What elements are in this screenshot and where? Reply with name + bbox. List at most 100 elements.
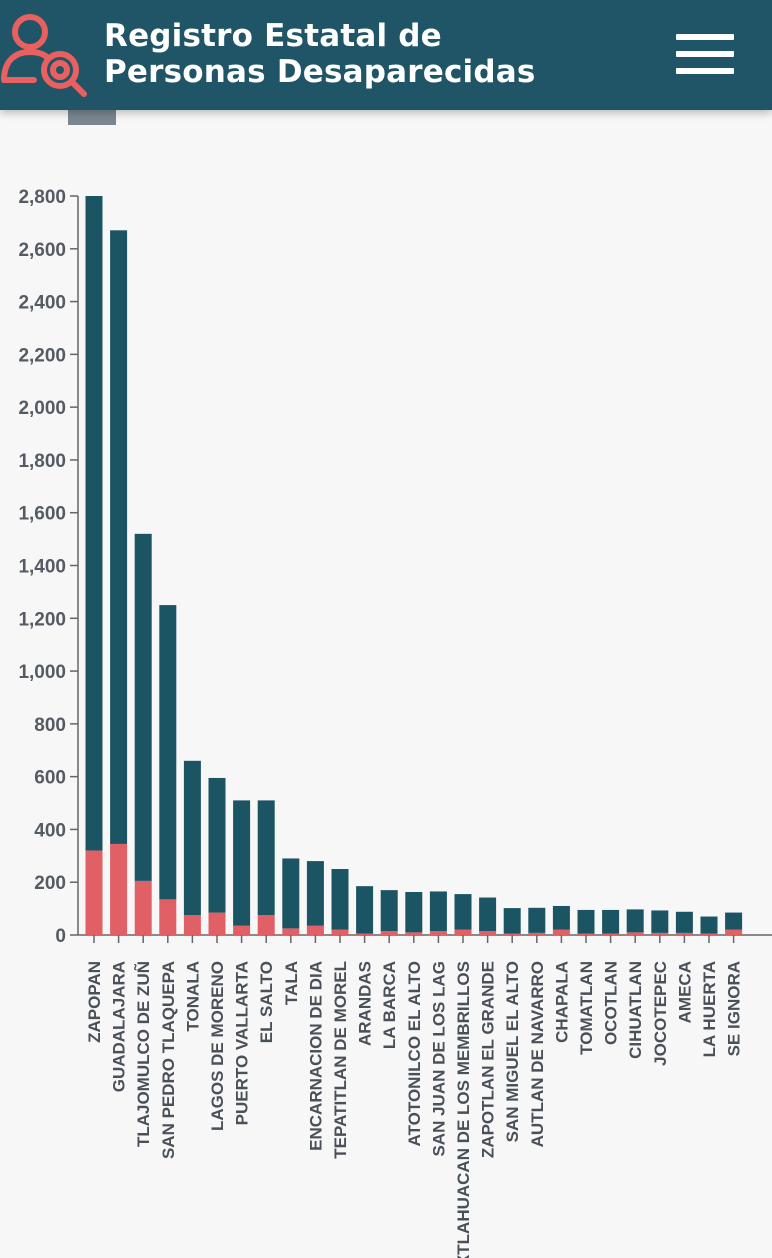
bar-segment [651, 932, 669, 935]
bar-segment [479, 897, 497, 932]
x-tick-label: ZAPOTLAN EL GRANDE [479, 961, 498, 1158]
y-tick-label: 200 [34, 873, 66, 894]
bar-segment [380, 931, 398, 935]
bar-segment [577, 909, 595, 934]
bar-segment [454, 894, 472, 930]
x-tick-label: SE IGNORA [725, 961, 744, 1056]
bar-segment [577, 933, 595, 935]
bar-segment [331, 869, 349, 930]
x-tick-label: LA BARCA [380, 961, 399, 1049]
x-tick-label: ENCARNACION DE DIA [306, 961, 325, 1151]
x-tick-label: PUERTO VALLARTA [233, 961, 252, 1125]
bar-segment [405, 891, 423, 933]
bar-segment [429, 931, 447, 935]
bar-segment [208, 777, 226, 913]
x-tick-label: TLAJOMULCO DE ZUÑ [133, 961, 153, 1147]
y-tick-label: 800 [34, 715, 66, 736]
bar-segment [159, 605, 177, 900]
x-tick-label: CHAPALA [552, 961, 571, 1043]
bar-segment [626, 909, 644, 933]
bar-segment [257, 800, 275, 916]
y-tick-label: 2,000 [18, 398, 66, 419]
x-tick-label: CIHUATLAN [626, 961, 645, 1059]
hamburger-menu-button[interactable] [672, 30, 738, 78]
bar-segment [110, 230, 128, 844]
bar-segment [675, 932, 693, 935]
x-tick-label: JOCOTEPEC [651, 961, 670, 1066]
bar-segment [85, 196, 103, 851]
bar-segment [356, 933, 374, 935]
x-tick-label: IXTLAHUACAN DE LOS MEMBRILLOS [454, 961, 473, 1258]
bar-segment [503, 908, 521, 934]
x-tick-label: LAGOS DE MORENO [208, 961, 227, 1131]
app-header: Registro Estatal de Personas Desaparecid… [0, 0, 772, 110]
x-tick-label: SAN PEDRO TLAQUEPA [159, 961, 178, 1159]
bar-segment [651, 910, 669, 933]
x-tick-label: AMECA [675, 961, 694, 1023]
bar-segment [356, 886, 374, 934]
bar-segment [552, 929, 570, 935]
bar-segment [725, 912, 743, 930]
y-tick-label: 400 [34, 820, 66, 841]
bar-segment [110, 843, 128, 935]
bar-segment [479, 931, 497, 935]
bar-segment [626, 932, 644, 935]
bar-segment [306, 861, 324, 926]
y-tick-label: 2,400 [18, 293, 66, 314]
x-tick-label: TONALA [183, 961, 202, 1032]
person-search-icon [1, 14, 87, 97]
bar-segment [233, 800, 251, 926]
legend-swatch [68, 108, 116, 125]
menu-bar-icon [676, 51, 734, 57]
x-tick-label: TOMATLAN [577, 961, 596, 1055]
x-tick-label: ATOTONILCO EL ALTO [405, 961, 424, 1146]
menu-bar-icon [676, 68, 734, 74]
y-tick-label: 1,000 [18, 662, 66, 683]
bar-segment [429, 891, 447, 932]
title-line-2: Personas Desaparecidas [104, 54, 536, 90]
y-tick-label: 2,800 [18, 187, 66, 208]
y-tick-label: 2,600 [18, 240, 66, 261]
x-tick-label: OCOTLAN [602, 961, 621, 1045]
y-tick-label: 1,800 [18, 451, 66, 472]
x-tick-label: LA HUERTA [700, 961, 719, 1057]
bar-segment [552, 905, 570, 930]
bar-segment [282, 858, 300, 929]
x-tick-label: EL SALTO [257, 961, 276, 1043]
y-tick-label: 0 [55, 926, 66, 947]
bar-segment [331, 929, 349, 935]
bar-segment [233, 925, 251, 935]
bar-segment [405, 932, 423, 935]
bar-segment [134, 880, 152, 935]
bar-segment [257, 915, 275, 935]
x-tick-label: TALA [282, 961, 301, 1005]
bar-segment [380, 890, 398, 932]
bar-segment [282, 928, 300, 935]
x-tick-label: ARANDAS [356, 961, 375, 1046]
y-tick-label: 600 [34, 768, 66, 789]
y-tick-label: 2,200 [18, 345, 66, 366]
x-tick-label: GUADALAJARA [110, 961, 129, 1092]
bar-segment [134, 533, 152, 881]
x-tick-label: TEPATITLAN DE MOREL [331, 961, 350, 1159]
x-tick-label: SAN MIGUEL EL ALTO [503, 961, 522, 1142]
bar-chart: 0 200 400 600 800 1,000 1,200 1,400 1,600 1,800 2,… [18, 187, 772, 1258]
x-tick-label: AUTLAN DE NAVARRO [528, 961, 547, 1147]
bar-segment [183, 915, 201, 935]
x-tick-label: ZAPOPAN [85, 961, 104, 1043]
y-tick-label: 1,200 [18, 609, 66, 630]
bar-segment [306, 925, 324, 935]
title-line-1: Registro Estatal de [104, 18, 442, 54]
bar-segment [700, 933, 718, 935]
bar-segment [528, 932, 546, 935]
bar-segment [183, 760, 201, 916]
y-tick-label: 1,600 [18, 504, 66, 525]
bar-segment [454, 929, 472, 935]
bar-segment [159, 899, 177, 935]
bar-segment [725, 929, 743, 935]
y-tick-label: 1,400 [18, 557, 66, 578]
bar-segment [602, 909, 620, 934]
bar-segment [602, 933, 620, 935]
bar-segment [528, 907, 546, 933]
bar-segment [675, 911, 693, 933]
